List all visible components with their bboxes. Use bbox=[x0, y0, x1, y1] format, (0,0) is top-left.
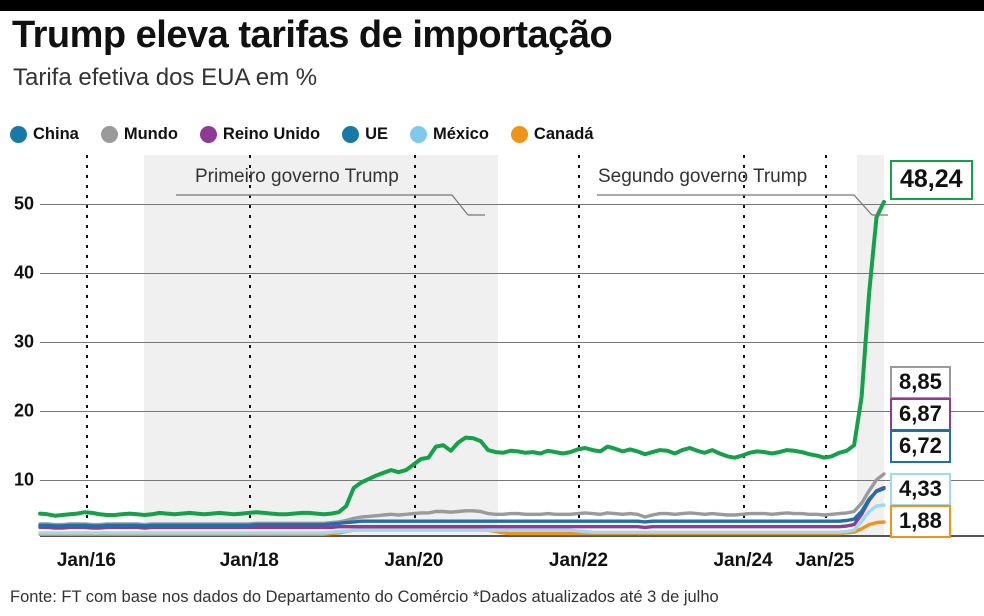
legend-item-ue[interactable]: UE bbox=[342, 125, 388, 144]
value-label-mundo: 8,85 bbox=[890, 366, 951, 399]
series-line-ue bbox=[38, 486, 886, 528]
annotation-label-1: Primeiro governo Trump bbox=[195, 166, 399, 187]
legend-item-label: Canadá bbox=[533, 124, 594, 143]
chart-legend: China Mundo Reino Unido UE México Canadá bbox=[10, 122, 616, 146]
source-note: Fonte: FT com base nos dados do Departam… bbox=[10, 588, 719, 606]
y-axis-labels: 10 20 30 40 50 bbox=[0, 155, 40, 535]
gridline-40 bbox=[40, 272, 984, 274]
series-line-mundo bbox=[38, 472, 886, 527]
value-label-reino-unido: 6,87 bbox=[890, 398, 951, 431]
value-label-ue: 6,72 bbox=[890, 430, 951, 463]
x-tick-dotted-line-Jan-16 bbox=[86, 155, 89, 535]
series-line-méxico bbox=[38, 503, 886, 535]
x-tick-label-Jan-25: Jan/25 bbox=[795, 550, 855, 571]
gridline-30 bbox=[40, 341, 984, 343]
shaded-band-2 bbox=[856, 155, 884, 535]
annotation-leader-line bbox=[597, 194, 873, 216]
x-tick-dotted-line-Jan-20 bbox=[413, 155, 416, 535]
legend-item-reino-unido[interactable]: Reino Unido bbox=[199, 124, 321, 144]
x-tick-dotted-line-Jan-22 bbox=[578, 155, 581, 535]
legend-item-label: China bbox=[33, 124, 79, 143]
series-line-china bbox=[38, 199, 886, 518]
value-label-méxico: 4,33 bbox=[890, 473, 951, 506]
legend-item-mundo[interactable]: Mundo bbox=[100, 124, 178, 144]
y-tick-label-30: 30 bbox=[13, 331, 34, 352]
series-lines bbox=[38, 194, 888, 536]
y-tick-label-20: 20 bbox=[13, 400, 34, 421]
value-label-china: 48,24 bbox=[890, 160, 973, 200]
legend-item-label: UE bbox=[365, 124, 388, 143]
annotation-leader-line bbox=[176, 194, 469, 216]
gridline-10 bbox=[40, 479, 984, 481]
x-tick-dotted-line-Jan-24 bbox=[743, 155, 746, 535]
x-tick-label-Jan-22: Jan/22 bbox=[548, 550, 609, 571]
legend-swatch-icon bbox=[199, 125, 217, 143]
y-tick-label-50: 50 bbox=[13, 193, 34, 214]
page-title: Trump eleva tarifas de importação bbox=[12, 14, 613, 56]
legend-swatch-icon bbox=[342, 125, 360, 143]
x-tick-label-Jan-16: Jan/16 bbox=[56, 550, 116, 571]
legend-item-china[interactable]: China bbox=[10, 125, 79, 144]
top-black-bar bbox=[0, 0, 984, 11]
x-tick-label-Jan-20: Jan/20 bbox=[384, 550, 444, 571]
x-tick-dotted-line-Jan-18 bbox=[249, 155, 252, 535]
y-tick-label-40: 40 bbox=[13, 262, 34, 283]
x-tick-label-Jan-18: Jan/18 bbox=[219, 550, 279, 571]
legend-swatch-icon bbox=[10, 125, 27, 143]
legend-item-canadá[interactable]: Canadá bbox=[510, 124, 594, 144]
series-line-reino-unido bbox=[38, 485, 886, 530]
annotation-label-2: Segundo governo Trump bbox=[598, 166, 808, 187]
chart-area: 10 20 30 40 50 Primeiro governo Trump Segundo… bbox=[0, 155, 984, 545]
x-tick-label-Jan-24: Jan/24 bbox=[713, 550, 773, 571]
x-axis-labels: Jan/16 Jan/18 Jan/20 Jan/22 Jan/24 Jan/25 bbox=[0, 550, 984, 578]
page-subtitle: Tarifa efetiva dos EUA em % bbox=[13, 64, 318, 91]
gridline-50 bbox=[40, 203, 984, 205]
legend-swatch-icon bbox=[100, 125, 118, 143]
legend-swatch-icon bbox=[409, 125, 427, 143]
legend-swatch-icon bbox=[510, 125, 528, 143]
shaded-band-1 bbox=[143, 155, 499, 535]
x-tick-dotted-line-Jan-25 bbox=[824, 155, 827, 535]
y-tick-label-10: 10 bbox=[13, 469, 34, 490]
legend-item-méxico[interactable]: México bbox=[409, 124, 489, 144]
value-label-canadá: 1,88 bbox=[890, 505, 951, 538]
legend-item-label: Reino Unido bbox=[222, 124, 321, 143]
legend-item-label: Mundo bbox=[123, 124, 178, 143]
gridline-20 bbox=[40, 410, 984, 412]
legend-item-label: México bbox=[432, 124, 489, 143]
axis-baseline bbox=[40, 535, 984, 537]
